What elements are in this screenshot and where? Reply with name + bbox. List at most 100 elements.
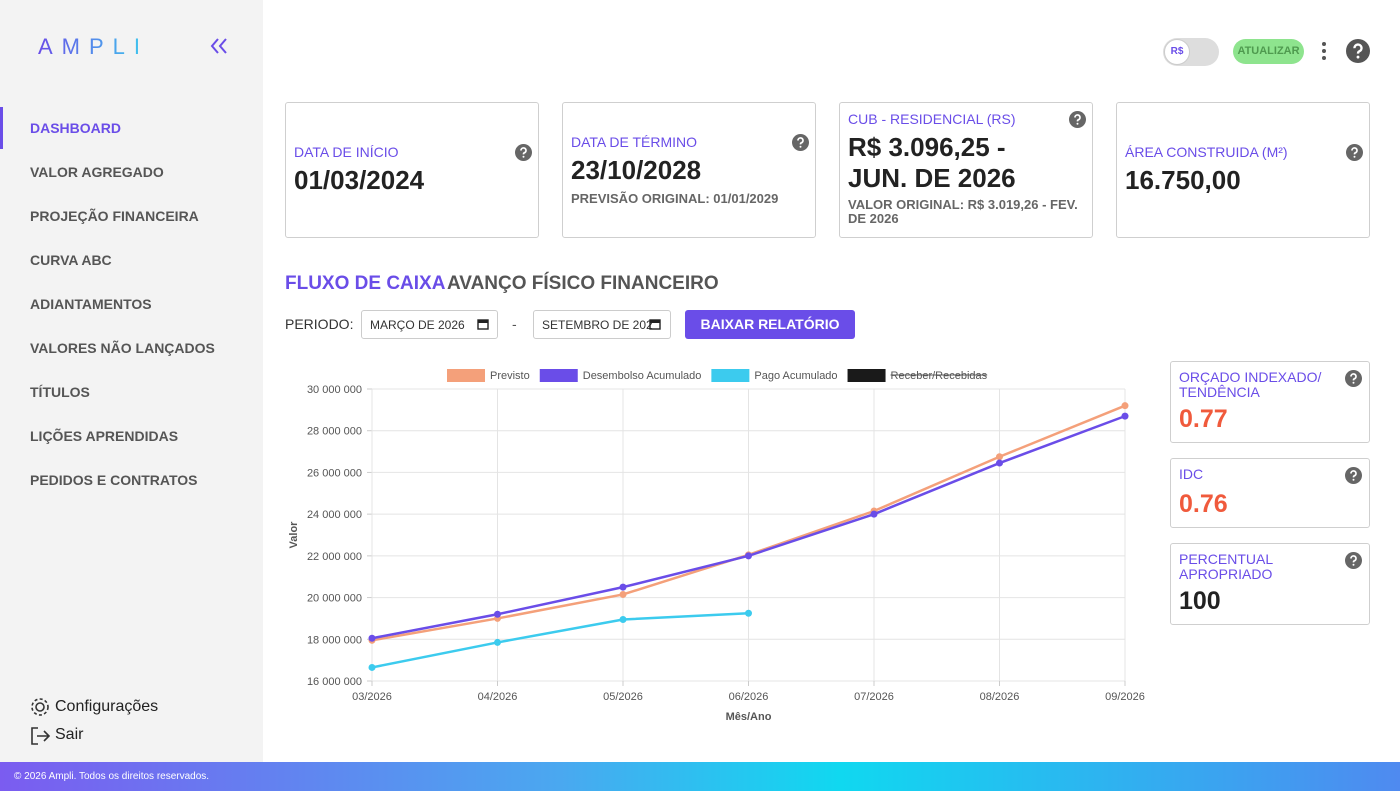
x-tick-label: 09/2026 <box>1105 691 1145 703</box>
settings-icon[interactable] <box>29 696 51 718</box>
y-tick-label: 24 000 000 <box>307 509 362 521</box>
indicator-card: PERCENTUAL APROPRIADO 100 <box>1170 543 1370 625</box>
footer-text: © 2026 Ampli. Todos os direitos reservad… <box>14 771 210 782</box>
period-separator: - <box>512 316 517 332</box>
y-axis-title: Valor <box>288 521 300 549</box>
end-date-input[interactable]: SETEMBRO DE 202 <box>533 310 671 339</box>
card-value: R$ 3.096,25 - JUN. DE 2026 <box>848 132 1016 193</box>
legend-swatch <box>539 369 578 382</box>
indicator-value: 0.77 <box>1179 405 1228 433</box>
logo: AMPLI <box>38 34 227 59</box>
x-tick-label: 06/2026 <box>729 691 769 703</box>
settings-link[interactable]: Configurações <box>55 698 159 715</box>
calendar-icon[interactable] <box>477 318 489 330</box>
indicator-label: IDC <box>1179 466 1204 482</box>
nav-item[interactable]: PROJEÇÃO FINANCEIRA <box>30 208 199 224</box>
currency-toggle[interactable]: R$ <box>1163 38 1219 66</box>
data-point <box>745 552 752 560</box>
info-card: DATA DE TÉRMINO 23/10/2028 PREVISÃO ORIGIN… <box>562 102 816 238</box>
card-value: 16.750,00 <box>1125 165 1241 195</box>
nav-item[interactable]: LIÇÕES APRENDIDAS <box>30 428 179 444</box>
data-point <box>870 510 878 518</box>
nav-item[interactable]: TÍTULOS <box>30 384 90 400</box>
nav-item[interactable]: DASHBOARD <box>30 120 121 136</box>
help-icon[interactable] <box>1345 467 1362 484</box>
data-point <box>996 459 1003 467</box>
legend-swatch <box>447 369 485 382</box>
card-note: VALOR ORIGINAL: R$ 3.019,26 - FEV. DE 20… <box>848 197 1078 226</box>
info-card: ÁREA CONSTRUIDA (M²) 16.750,00 <box>1116 102 1370 238</box>
start-date-input[interactable]: MARÇO DE 2026 <box>361 310 498 339</box>
nav-item[interactable]: CURVA ABC <box>30 252 112 268</box>
nav-item[interactable]: VALOR AGREGADO <box>30 164 164 180</box>
legend-label[interactable]: Receber/Recebidas <box>891 370 988 382</box>
help-icon[interactable] <box>792 134 809 151</box>
tab-active[interactable]: FLUXO DE CAIXA <box>285 273 446 294</box>
y-tick-label: 30 000 000 <box>307 384 362 396</box>
help-icon[interactable] <box>1346 144 1363 161</box>
chart: 16 000 000 18 000 000 20 000 000 22 000 000… <box>288 369 1145 723</box>
card-label: ÁREA CONSTRUIDA (M²) <box>1125 144 1288 160</box>
data-point <box>745 609 752 617</box>
y-tick-label: 20 000 000 <box>307 593 362 605</box>
menu-icon[interactable] <box>1318 40 1330 62</box>
card-value: 23/10/2028 <box>571 155 702 185</box>
legend-swatch <box>847 369 886 382</box>
tab[interactable]: AVANÇO FÍSICO FINANCEIRO <box>447 273 719 294</box>
nav-item[interactable]: VALORES NÃO LANÇADOS <box>30 340 215 356</box>
data-point <box>368 663 376 671</box>
data-point <box>619 583 627 591</box>
footer: © 2026 Ampli. Todos os direitos reservad… <box>0 762 1400 791</box>
data-point <box>619 590 627 598</box>
indicator-card: ORÇADO INDEXADO/ TENDÊNCIA 0.77 <box>1170 361 1370 443</box>
refresh-button[interactable]: ATUALIZAR <box>1233 39 1304 64</box>
active-indicator <box>0 107 3 149</box>
y-tick-label: 26 000 000 <box>307 467 362 479</box>
collapse-icon[interactable] <box>210 38 227 54</box>
help-icon[interactable] <box>515 144 532 161</box>
nav-item[interactable]: PEDIDOS E CONTRATOS <box>30 472 198 488</box>
logout-link[interactable]: Sair <box>55 726 84 743</box>
legend-swatch <box>711 369 750 382</box>
x-tick-label: 08/2026 <box>980 691 1020 703</box>
data-point <box>494 638 501 646</box>
card-note: PREVISÃO ORIGINAL: 01/01/2029 <box>571 191 779 206</box>
toggle-knob: R$ <box>1164 39 1190 65</box>
data-point <box>1121 412 1129 420</box>
help-icon[interactable] <box>1345 370 1362 387</box>
start-date: MARÇO DE 2026 <box>370 318 465 332</box>
period-label: PERIODO: <box>285 316 354 332</box>
info-card: DATA DE INÍCIO 01/03/2024 <box>285 102 539 238</box>
end-date: SETEMBRO DE 202 <box>542 318 653 332</box>
series-line <box>371 611 749 669</box>
help-icon[interactable] <box>1069 111 1086 128</box>
sidebar: AMPLI DASHBOARD VALOR AGREGADO PROJEÇÃO FI… <box>0 0 263 762</box>
help-icon[interactable] <box>1345 552 1362 569</box>
legend-label[interactable]: Desembolso Acumulado <box>583 370 702 382</box>
x-tick-label: 07/2026 <box>854 691 894 703</box>
help-icon[interactable] <box>1346 39 1370 63</box>
calendar-icon[interactable] <box>649 318 661 330</box>
card-value: 01/03/2024 <box>294 165 425 195</box>
card-label: DATA DE INÍCIO <box>294 144 399 160</box>
x-tick-label: 03/2026 <box>352 691 392 703</box>
legend-label[interactable]: Previsto <box>490 370 530 382</box>
data-point <box>996 453 1003 461</box>
indicator-value: 100 <box>1179 587 1221 615</box>
indicator-label: ORÇADO INDEXADO/ TENDÊNCIA <box>1179 369 1322 400</box>
indicator-label: PERCENTUAL APROPRIADO <box>1179 551 1273 582</box>
logout-icon[interactable] <box>29 725 51 747</box>
download-button[interactable]: BAIXAR RELATÓRIO <box>685 310 855 339</box>
y-tick-label: 28 000 000 <box>307 426 362 438</box>
y-tick-label: 22 000 000 <box>307 551 362 563</box>
nav-item[interactable]: ADIANTAMENTOS <box>30 296 152 312</box>
legend-label[interactable]: Pago Acumulado <box>754 370 837 382</box>
info-card: CUB - RESIDENCIAL (RS) R$ 3.096,25 - JUN.… <box>839 102 1093 238</box>
card-label: CUB - RESIDENCIAL (RS) <box>848 111 1016 127</box>
x-tick-label: 04/2026 <box>478 691 518 703</box>
x-tick-label: 05/2026 <box>603 691 643 703</box>
data-point <box>368 634 376 642</box>
indicator-card: IDC 0.76 <box>1170 458 1370 528</box>
data-point <box>1121 402 1129 410</box>
